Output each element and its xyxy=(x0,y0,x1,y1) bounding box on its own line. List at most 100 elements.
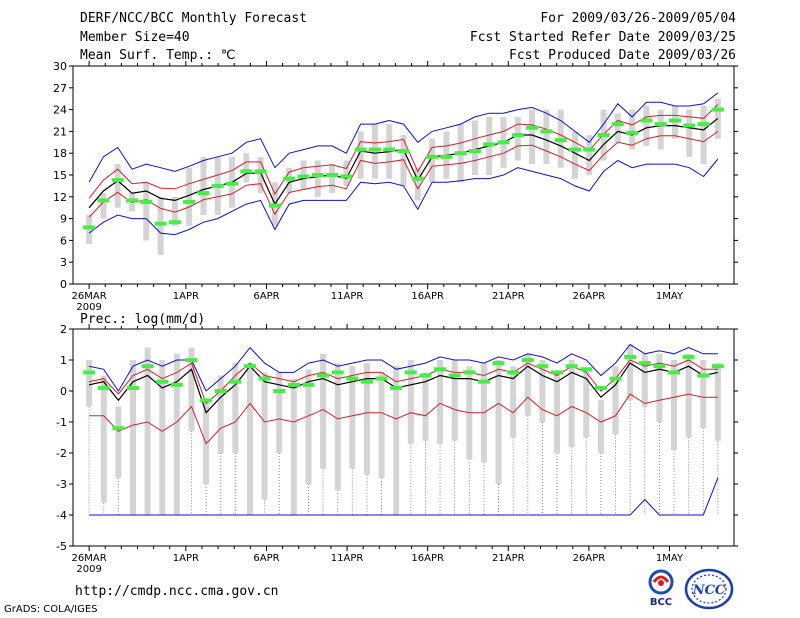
prec-mean-line xyxy=(88,362,719,414)
temp-median-mark xyxy=(254,169,267,174)
source-url[interactable]: http://cmdp.ncc.cma.gov.cn xyxy=(75,584,279,599)
temp-median-mark xyxy=(697,122,710,127)
prec-median-mark xyxy=(653,364,666,369)
prec-median-mark xyxy=(682,354,695,359)
temp-ytick-label: 27 xyxy=(53,82,67,95)
prec-std-lower-line xyxy=(89,393,718,445)
temp-ytick-label: 6 xyxy=(60,234,67,247)
temp-box xyxy=(414,167,421,201)
temp-median-mark xyxy=(683,123,696,128)
prec-xtick-label: 11APR xyxy=(331,553,364,564)
temp-median-mark xyxy=(268,203,281,208)
prec-median-mark xyxy=(448,373,461,378)
prec-box xyxy=(276,372,283,453)
temp-median-mark xyxy=(340,174,353,179)
temp-median-mark xyxy=(83,225,96,230)
temp-box xyxy=(186,167,193,226)
temp-xtick-label: 1APR xyxy=(173,291,199,302)
prec-frame xyxy=(72,328,735,547)
temp-box xyxy=(700,105,707,165)
temp-median-mark xyxy=(626,130,639,135)
prec-box xyxy=(568,360,575,447)
temp-box xyxy=(614,113,621,143)
prec-median-mark xyxy=(565,364,578,369)
prec-box xyxy=(583,369,590,438)
temp-median-mark xyxy=(554,138,567,143)
temp-median-mark xyxy=(211,183,224,188)
prec-ytick-label: -1 xyxy=(56,416,67,429)
temp-box xyxy=(100,193,107,219)
temp-median-mark xyxy=(540,129,553,134)
prec-box xyxy=(656,353,663,422)
prec-box xyxy=(305,369,312,484)
prec-box xyxy=(320,353,327,469)
temp-median-mark xyxy=(168,220,181,225)
temp-ytick-label: 12 xyxy=(53,191,67,204)
prec-median-mark xyxy=(287,382,300,387)
temp-median-mark xyxy=(140,199,153,204)
bcc-logo-text: BCC xyxy=(650,597,672,608)
temp-xtick-label: 1MAY xyxy=(656,291,684,302)
temp-box xyxy=(657,109,664,150)
temp-median-mark xyxy=(354,147,367,152)
prec-median-mark xyxy=(346,376,359,381)
prec-median-mark xyxy=(580,367,593,372)
temp-xtick-label: 11APR xyxy=(331,291,364,302)
prec-box xyxy=(115,406,122,478)
prec-median-mark xyxy=(536,364,549,369)
temp-box xyxy=(114,164,121,208)
temp-median-mark xyxy=(183,199,196,204)
temp-median-mark xyxy=(297,174,310,179)
bcc-logo: BCC xyxy=(648,569,674,608)
member-size: Member Size=40 xyxy=(80,30,190,45)
prec-median-mark xyxy=(375,376,388,381)
prec-median-mark xyxy=(83,370,96,375)
prec-xtick-label: 1MAY xyxy=(656,553,684,564)
temp-median-mark xyxy=(397,149,410,154)
temp-median-mark xyxy=(597,133,610,138)
temp-median-mark xyxy=(426,154,439,159)
prec-median-mark xyxy=(624,354,637,359)
temp-median-mark xyxy=(669,118,682,123)
prec-ytick-label: 2 xyxy=(60,323,67,336)
temp-box xyxy=(686,109,693,157)
temp-median-mark xyxy=(197,191,210,196)
prec-median-mark xyxy=(434,367,447,372)
prec-ytick-label: 0 xyxy=(60,385,67,398)
prec-median-mark xyxy=(302,382,315,387)
temp-panel: 0 3 6 9 12 15 18 21 24 27 30 26MAR 1APR 6APR 11APR 16AP… xyxy=(53,60,738,313)
temp-box xyxy=(543,109,550,165)
prec-xtick-label: 21APR xyxy=(492,553,525,564)
temp-median-mark xyxy=(240,169,253,174)
temp-ytick-label: 18 xyxy=(53,147,67,160)
prec-box xyxy=(334,363,341,491)
prec-box xyxy=(129,360,136,515)
prec-ytick-label: -5 xyxy=(56,540,67,553)
prec-median-mark xyxy=(463,370,476,375)
prec-median-mark xyxy=(112,426,125,431)
temp-ytick-label: 3 xyxy=(60,256,67,269)
temp-box xyxy=(571,131,578,179)
prec-median-mark xyxy=(697,373,710,378)
prec-median-mark xyxy=(156,379,169,384)
chart-title: DERF/NCC/BCC Monthly Forecast xyxy=(80,11,307,26)
prec-median-mark xyxy=(200,398,213,403)
prec-box xyxy=(290,378,297,515)
prec-box xyxy=(363,363,370,475)
temp-ytick-label: 24 xyxy=(53,104,67,117)
temp-box xyxy=(200,156,207,215)
temp-median-mark xyxy=(511,133,524,138)
temp-median-mark xyxy=(97,198,110,203)
temp-xtick-label: 6APR xyxy=(253,291,279,302)
prec-box xyxy=(407,360,414,444)
prec-median-mark xyxy=(97,385,110,390)
temp-box xyxy=(343,160,350,186)
prec-std-upper-line xyxy=(88,359,718,405)
prec-box xyxy=(612,366,619,435)
prec-box xyxy=(246,363,253,515)
prec-median-mark xyxy=(390,385,403,390)
temp-median-mark xyxy=(440,154,453,159)
temp-median-mark xyxy=(611,122,624,127)
prec-box xyxy=(100,375,107,503)
prec-box xyxy=(159,360,166,515)
